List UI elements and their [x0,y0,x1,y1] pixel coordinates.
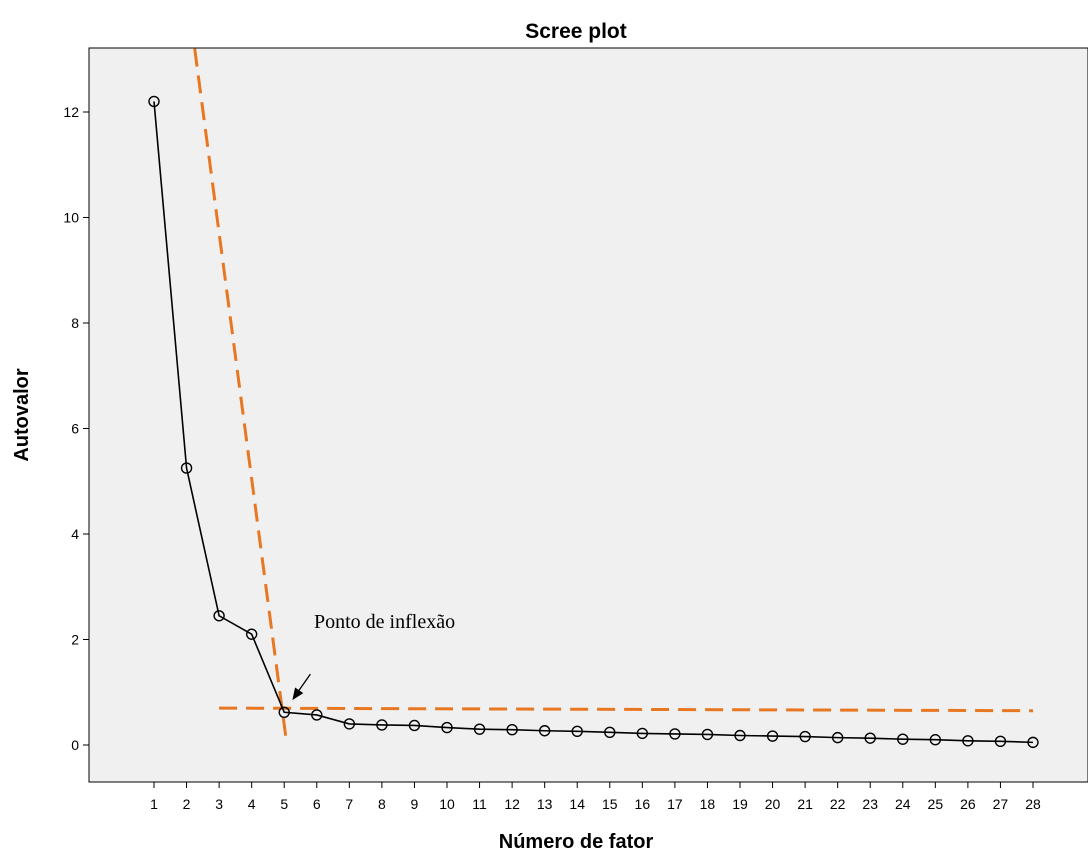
guide-lines [193,48,1034,738]
x-tick-label: 21 [797,796,813,812]
series-group [148,95,1039,749]
data-point [441,721,453,734]
chart-title: Scree plot [525,20,627,43]
data-point [734,729,746,742]
x-tick-label: 25 [928,796,944,812]
data-point [636,727,649,740]
data-point [604,726,616,739]
data-point [538,725,551,737]
y-axis: 0 2 4 6 8 10 12 [63,104,89,753]
y-tick-label: 4 [71,526,79,542]
data-point [766,730,779,742]
x-tick-label: 20 [765,796,781,812]
x-tick-label: 4 [248,796,256,812]
data-point [311,709,323,721]
data-point [831,731,844,744]
x-tick-label: 2 [183,796,191,812]
y-tick-label: 6 [71,421,79,437]
x-tick-label: 28 [1025,796,1041,812]
data-point [376,719,388,731]
data-point [213,610,225,622]
data-point [148,95,160,108]
y-tick-label: 2 [71,632,79,648]
x-tick-label: 17 [667,796,683,812]
y-tick-label: 8 [71,315,79,331]
x-tick-label: 27 [993,796,1009,812]
x-tick-label: 11 [472,796,487,812]
data-point [669,728,681,740]
guide-line [193,48,288,738]
x-tick-label: 19 [732,796,748,812]
x-tick-label: 26 [960,796,976,812]
annotation-ponto-de-inflexao: Ponto de inflexão [314,611,455,633]
x-tick-label: 8 [378,796,386,812]
y-tick-label: 12 [63,104,79,120]
x-tick-label: 14 [569,796,585,812]
x-tick-label: 16 [635,796,651,812]
y-axis-label: Autovalor [11,368,33,462]
data-point [864,732,876,744]
data-point [571,725,583,737]
data-point [962,735,974,747]
x-axis-label: Número de fator [499,831,654,853]
data-point [994,735,1007,748]
x-tick-label: 3 [215,796,223,812]
data-point [278,706,290,718]
y-tick-label: 10 [63,210,79,226]
x-tick-label: 9 [411,796,419,812]
data-point [473,723,486,735]
x-tick-label: 7 [345,796,353,812]
x-tick-label: 13 [537,796,553,812]
data-point [408,719,421,732]
data-point [180,462,193,474]
data-point [343,718,356,730]
data-point [245,628,258,640]
x-tick-label: 5 [280,796,288,812]
x-tick-label: 22 [830,796,846,812]
x-tick-label: 6 [313,796,321,812]
series-line [153,101,1034,744]
x-tick-label: 23 [862,796,878,812]
data-point [701,728,714,741]
data-point [799,730,811,743]
guide-line [219,706,1034,713]
annotation-arrow-head [292,687,304,701]
data-point [897,733,909,745]
x-tick-label: 1 [150,796,158,812]
x-tick-label: 12 [504,796,520,812]
data-point [506,724,518,736]
x-axis: 1 2 3 4 5 6 7 8 9 10 11 12 13 14 15 16 17 18 19 20 21 22 23 24 2… [150,782,1041,812]
x-tick-label: 18 [700,796,716,812]
data-point [929,734,942,746]
plot-area [88,47,1088,783]
x-tick-label: 24 [895,796,911,812]
x-tick-label: 10 [439,796,455,812]
data-point [1027,736,1039,749]
annotation-group: Ponto de inflexão [292,611,455,701]
x-tick-label: 15 [602,796,618,812]
y-tick-label: 0 [71,737,79,753]
